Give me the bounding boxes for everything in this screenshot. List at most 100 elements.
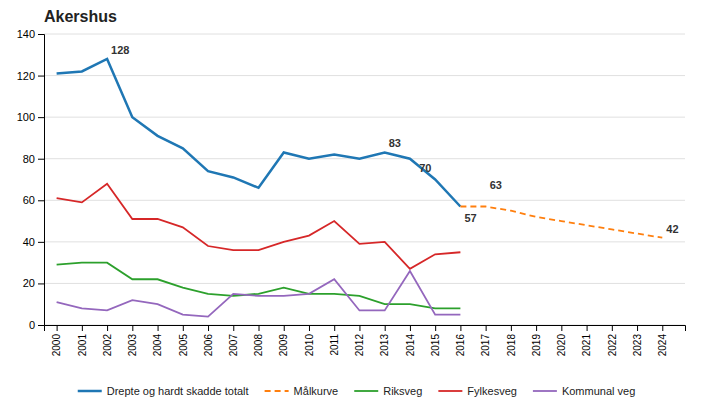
lines <box>57 59 663 317</box>
grid-line <box>44 75 685 76</box>
x-tick-mark <box>359 325 360 331</box>
x-tick-mark <box>410 325 411 331</box>
x-tick-label: 2023 <box>632 334 643 357</box>
x-tick: 2003 <box>127 325 138 356</box>
x-tick-mark <box>334 325 335 331</box>
series-line <box>460 207 662 238</box>
x-tick-label: 2007 <box>228 334 239 357</box>
x-tick-mark <box>82 325 83 331</box>
x-tick-label: 2014 <box>405 334 416 357</box>
x-tick-mark <box>637 325 638 331</box>
legend-item: Drepte og hardt skadde totalt <box>78 385 249 397</box>
grid-line <box>44 241 685 242</box>
x-tick-mark <box>57 325 58 331</box>
y-tick-label: 40 <box>23 236 35 248</box>
x-tick-label: 2017 <box>480 334 491 357</box>
x-tick-mark <box>435 325 436 331</box>
x-tick-mark <box>536 325 537 331</box>
grid-line <box>44 283 685 284</box>
x-tick-mark <box>561 325 562 331</box>
x-tick: 2024 <box>657 325 668 356</box>
x-tick: 2000 <box>51 325 62 356</box>
x-tick-label: 2019 <box>531 334 542 357</box>
grid-line <box>44 34 685 35</box>
y-tick-mark <box>38 242 44 243</box>
y-tick: 140 <box>17 28 44 40</box>
legend: Drepte og hardt skadde totalt Målkurve Rik… <box>78 385 636 397</box>
legend-label: Drepte og hardt skadde totalt <box>107 385 249 397</box>
annotation: 42 <box>666 223 678 235</box>
y-tick-mark <box>38 34 44 35</box>
legend-swatch <box>354 390 378 392</box>
x-tick-label: 2020 <box>556 334 567 357</box>
x-tick-mark <box>385 325 386 331</box>
x-tick-label: 2001 <box>77 334 88 357</box>
y-tick: 80 <box>23 153 44 165</box>
y-tick: 40 <box>23 236 44 248</box>
legend-label: Riksveg <box>383 385 422 397</box>
x-tick: 2017 <box>480 325 491 356</box>
plot: 2000200120022003200420052006200720082009… <box>17 28 686 356</box>
x-tick-label: 2022 <box>607 334 618 357</box>
x-tick: 2014 <box>405 325 416 356</box>
x-tick-label: 2018 <box>506 334 517 357</box>
x-tick: 2011 <box>329 325 340 356</box>
series-line <box>57 271 461 317</box>
legend-item: Riksveg <box>354 385 422 397</box>
x-tick: 2007 <box>228 325 239 356</box>
x-tick-mark <box>662 325 663 331</box>
x-tick: 2012 <box>354 325 365 356</box>
annotations: 1288370635742 <box>111 44 678 235</box>
x-tick: 2006 <box>203 325 214 356</box>
x-tick: 2021 <box>581 325 592 356</box>
legend-item: Fylkesveg <box>438 385 517 397</box>
x-tick: 2015 <box>430 325 441 356</box>
x-tick-mark <box>587 325 588 331</box>
x-tick: 2018 <box>506 325 517 356</box>
annotation: 128 <box>111 44 129 56</box>
x-tick: 2020 <box>556 325 567 356</box>
y-tick-label: 0 <box>29 319 35 331</box>
x-tick-label: 2002 <box>102 334 113 357</box>
x-tick: 2013 <box>379 325 390 356</box>
x-tick-label: 2005 <box>177 334 188 357</box>
annotation: 63 <box>490 179 502 191</box>
x-tick-label: 2003 <box>127 334 138 357</box>
y-tick-label: 120 <box>17 70 35 82</box>
title: Akershus <box>44 8 117 25</box>
y-tick-mark <box>38 76 44 77</box>
x-tick: 2010 <box>304 325 315 356</box>
legend-swatch <box>265 390 289 392</box>
x-tick: 2005 <box>177 325 188 356</box>
x-tick: 2008 <box>253 325 264 356</box>
annotation: 70 <box>419 162 431 174</box>
legend-label: Målkurve <box>294 385 339 397</box>
x-tick: 2016 <box>455 325 466 356</box>
x-tick-mark <box>107 325 108 331</box>
y-tick: 100 <box>17 111 44 123</box>
y-tick-label: 80 <box>23 153 35 165</box>
grid-line <box>44 117 685 118</box>
chart: 2000200120022003200420052006200720082009… <box>0 0 713 403</box>
x-tick: 2002 <box>102 325 113 356</box>
y-tick: 120 <box>17 70 44 82</box>
x-tick-label: 2008 <box>253 334 264 357</box>
x-tick-label: 2013 <box>379 334 390 357</box>
x-tick: 2023 <box>632 325 643 356</box>
x-tick: 2009 <box>278 325 289 356</box>
x-tick-mark <box>284 325 285 331</box>
x-tick: 2019 <box>531 325 542 356</box>
legend-label: Kommunal veg <box>562 385 635 397</box>
x-axis: 2000200120022003200420052006200720082009… <box>45 325 686 356</box>
y-axis-line <box>38 35 45 326</box>
x-tick-label: 2024 <box>657 334 668 357</box>
x-tick-label: 2016 <box>455 334 466 357</box>
y-tick: 20 <box>23 277 44 289</box>
legend-item: Målkurve <box>265 385 339 397</box>
x-tick-mark <box>259 325 260 331</box>
legend-label: Fylkesveg <box>467 385 517 397</box>
y-tick-mark <box>38 159 44 160</box>
x-tick-label: 2015 <box>430 334 441 357</box>
x-tick-mark <box>511 325 512 331</box>
grid <box>44 34 685 325</box>
